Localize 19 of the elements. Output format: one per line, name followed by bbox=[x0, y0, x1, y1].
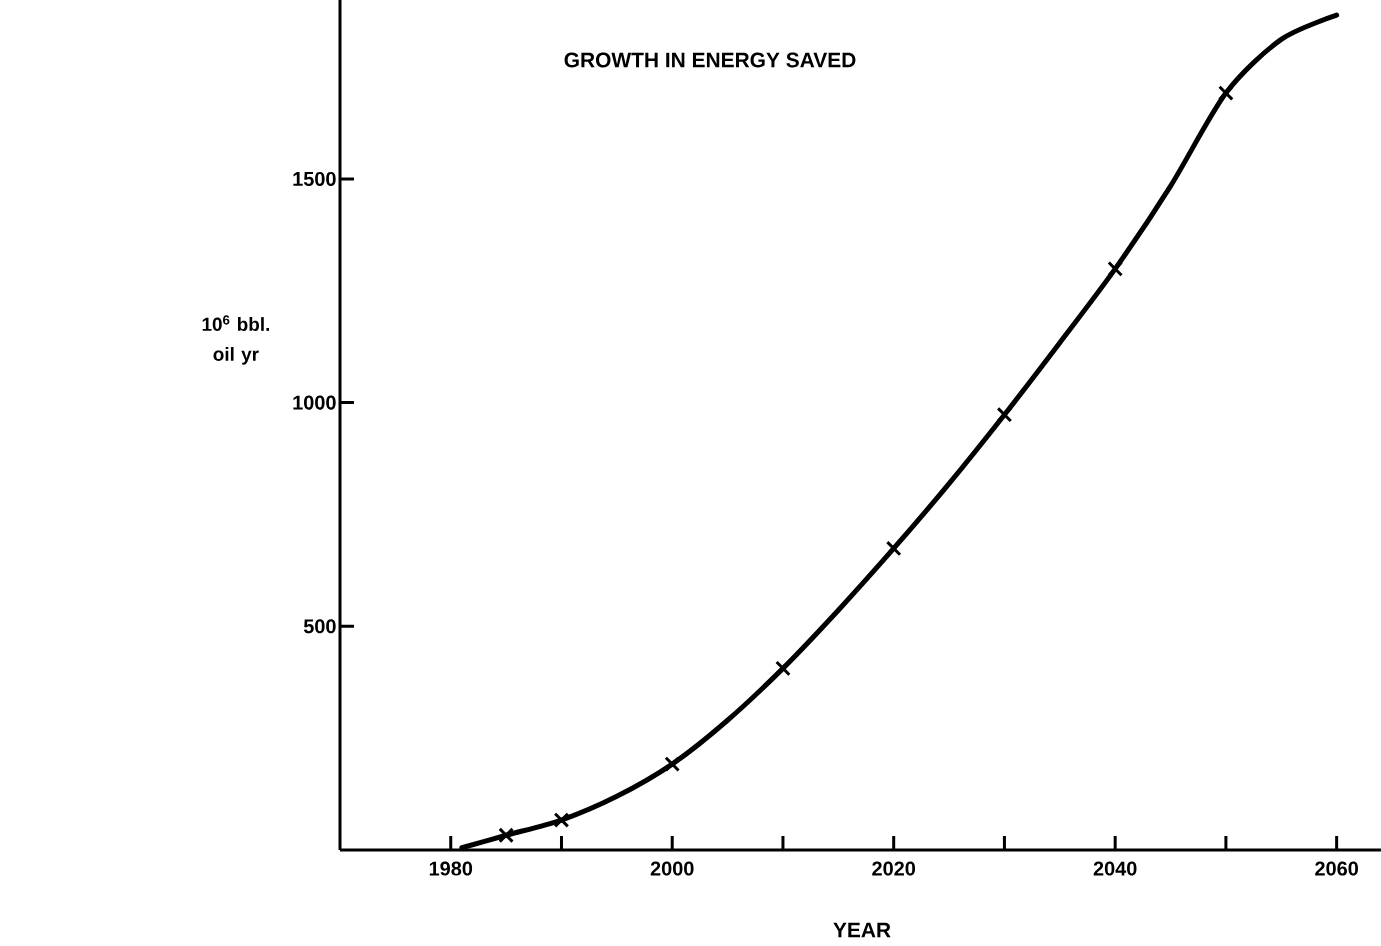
point bbox=[885, 540, 902, 557]
y-tick-label: 1500 bbox=[293, 171, 336, 186]
point bbox=[1107, 261, 1124, 277]
point bbox=[664, 756, 681, 772]
x-tick-label: 2060 bbox=[1315, 861, 1358, 876]
text: GROWTH IN ENERGY SAVED bbox=[564, 52, 856, 68]
point bbox=[775, 660, 791, 677]
point bbox=[498, 827, 514, 844]
x-tick-label: 1980 bbox=[429, 861, 473, 876]
x-tick-label: 2040 bbox=[1093, 861, 1137, 876]
point bbox=[996, 406, 1013, 423]
point bbox=[553, 812, 570, 828]
point bbox=[1218, 85, 1234, 101]
x-axis-title: YEAR bbox=[833, 922, 891, 938]
y-tick-label: 1000 bbox=[293, 395, 336, 410]
y-axis-title: 10$^{6}$ bbl. oil yr bbox=[202, 315, 270, 365]
x-tick-label: 2000 bbox=[650, 861, 694, 876]
x-tick-label: 2020 bbox=[872, 861, 916, 876]
y-tick-label: 500 bbox=[303, 619, 336, 634]
